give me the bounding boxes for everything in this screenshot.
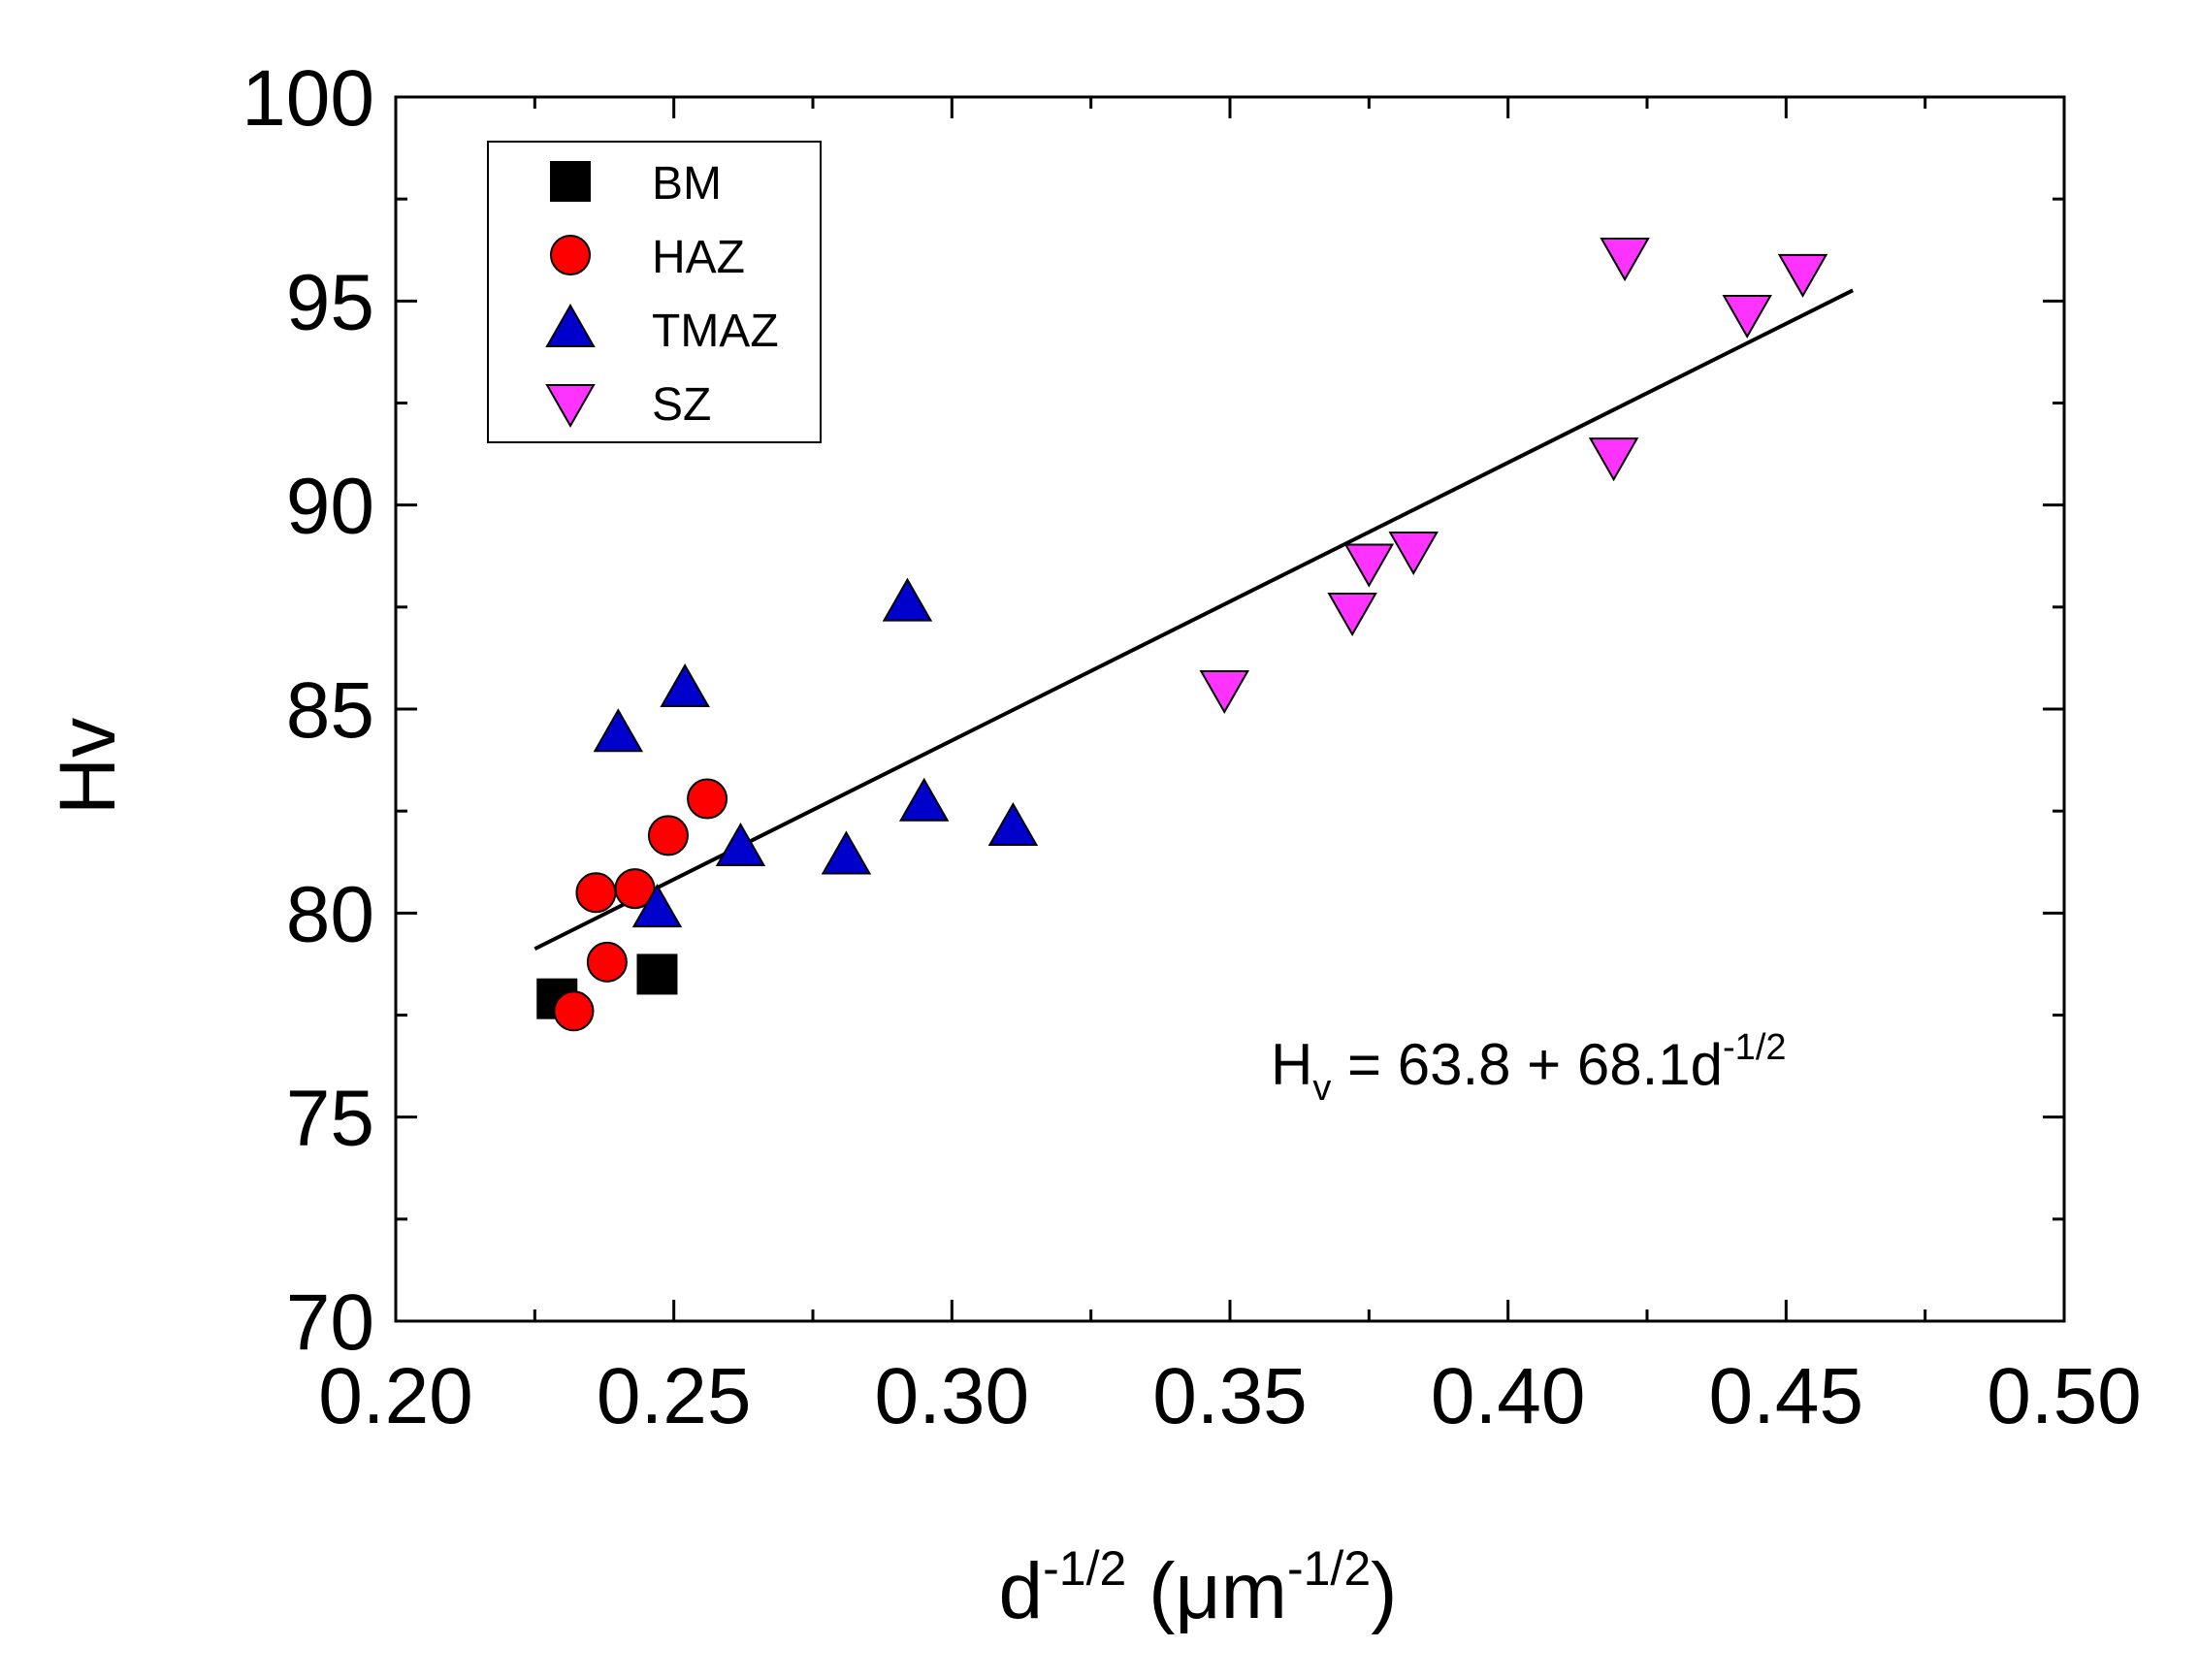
axes-layer: 0.20 0.25 0.30 0.35 0.40 0.45 0.50 70 75 80 85 90 95… [242, 54, 2142, 1440]
point-tmaz [593, 708, 644, 753]
fit-equation-prefix: H [1271, 1032, 1312, 1097]
point-tmaz [821, 830, 872, 875]
point-tmaz [898, 777, 950, 822]
legend-symbol-haz [550, 235, 591, 275]
x-axis-label-unit-sup: -1/2 [1287, 1541, 1371, 1596]
point-sz [1343, 543, 1395, 588]
x-tick-label: 0.40 [1431, 1352, 1586, 1440]
series-sz [1199, 238, 1828, 714]
legend-symbol-sz [545, 384, 596, 429]
legend-label-haz: HAZ [652, 232, 745, 283]
point-sz [1388, 531, 1439, 575]
point-sz [1600, 238, 1650, 282]
point-haz [586, 941, 628, 983]
y-tick-label: 95 [286, 258, 374, 346]
legend-box [487, 141, 822, 443]
x-tick-label: 0.25 [597, 1352, 752, 1440]
x-axis-label-base: d [999, 1547, 1044, 1635]
legend: BM HAZ TMAZ SZ [487, 141, 822, 443]
point-tmaz [660, 662, 710, 707]
series-haz [553, 778, 728, 1032]
y-tick-label: 90 [286, 463, 374, 551]
fit-layer [534, 288, 1855, 952]
fit-equation: Hv = 63.8 + 68.1d-1/2 [1271, 1027, 1787, 1109]
x-tick-label: 0.30 [875, 1352, 1030, 1440]
point-tmaz [882, 577, 933, 622]
legend-label-tmaz: TMAZ [652, 306, 779, 357]
fit-equation-body: = 63.8 + 68.1d [1331, 1032, 1723, 1097]
y-tick-label: 80 [286, 870, 374, 958]
point-sz [1327, 593, 1377, 637]
legend-symbols [545, 161, 596, 429]
point-sz [1777, 253, 1828, 298]
fit-equation-superscript: -1/2 [1723, 1027, 1786, 1068]
point-sz [1588, 437, 1639, 482]
point-tmaz [631, 884, 683, 928]
point-tmaz [715, 823, 766, 867]
x-tick-label: 0.45 [1709, 1352, 1864, 1440]
point-sz [1199, 669, 1249, 714]
x-tick-label: 0.20 [318, 1352, 473, 1440]
x-axis-label: d-1/2 (μm-1/2) [999, 1541, 1398, 1635]
y-tick-label: 85 [286, 666, 374, 755]
y-tick-label: 100 [242, 54, 374, 143]
x-axis-label-base-sup: -1/2 [1043, 1541, 1126, 1596]
x-tick-label: 0.50 [1987, 1352, 2142, 1440]
x-axis-label-close: ) [1371, 1547, 1397, 1635]
point-haz [553, 990, 595, 1032]
x-tick-label: 0.35 [1152, 1352, 1308, 1440]
point-haz [575, 872, 617, 914]
point-sz [1722, 294, 1772, 339]
y-tick-label: 70 [286, 1278, 374, 1367]
legend-label-sz: SZ [652, 379, 711, 431]
point-haz [614, 868, 656, 910]
legend-symbol-bm [550, 161, 591, 202]
point-tmaz [987, 801, 1039, 846]
legend-label-bm: BM [652, 158, 722, 210]
fit-equation-subscript: v [1312, 1068, 1331, 1109]
fit-line [534, 288, 1855, 952]
y-tick-label: 75 [286, 1075, 374, 1163]
points-layer [536, 238, 1828, 1032]
point-bm [636, 953, 678, 995]
legend-symbol-tmaz [545, 303, 596, 347]
point-haz [647, 815, 689, 856]
x-axis-label-unit: (μm [1126, 1547, 1287, 1635]
point-haz [687, 778, 728, 820]
series-tmaz [593, 577, 1039, 928]
y-axis-label: Hv [44, 718, 132, 815]
